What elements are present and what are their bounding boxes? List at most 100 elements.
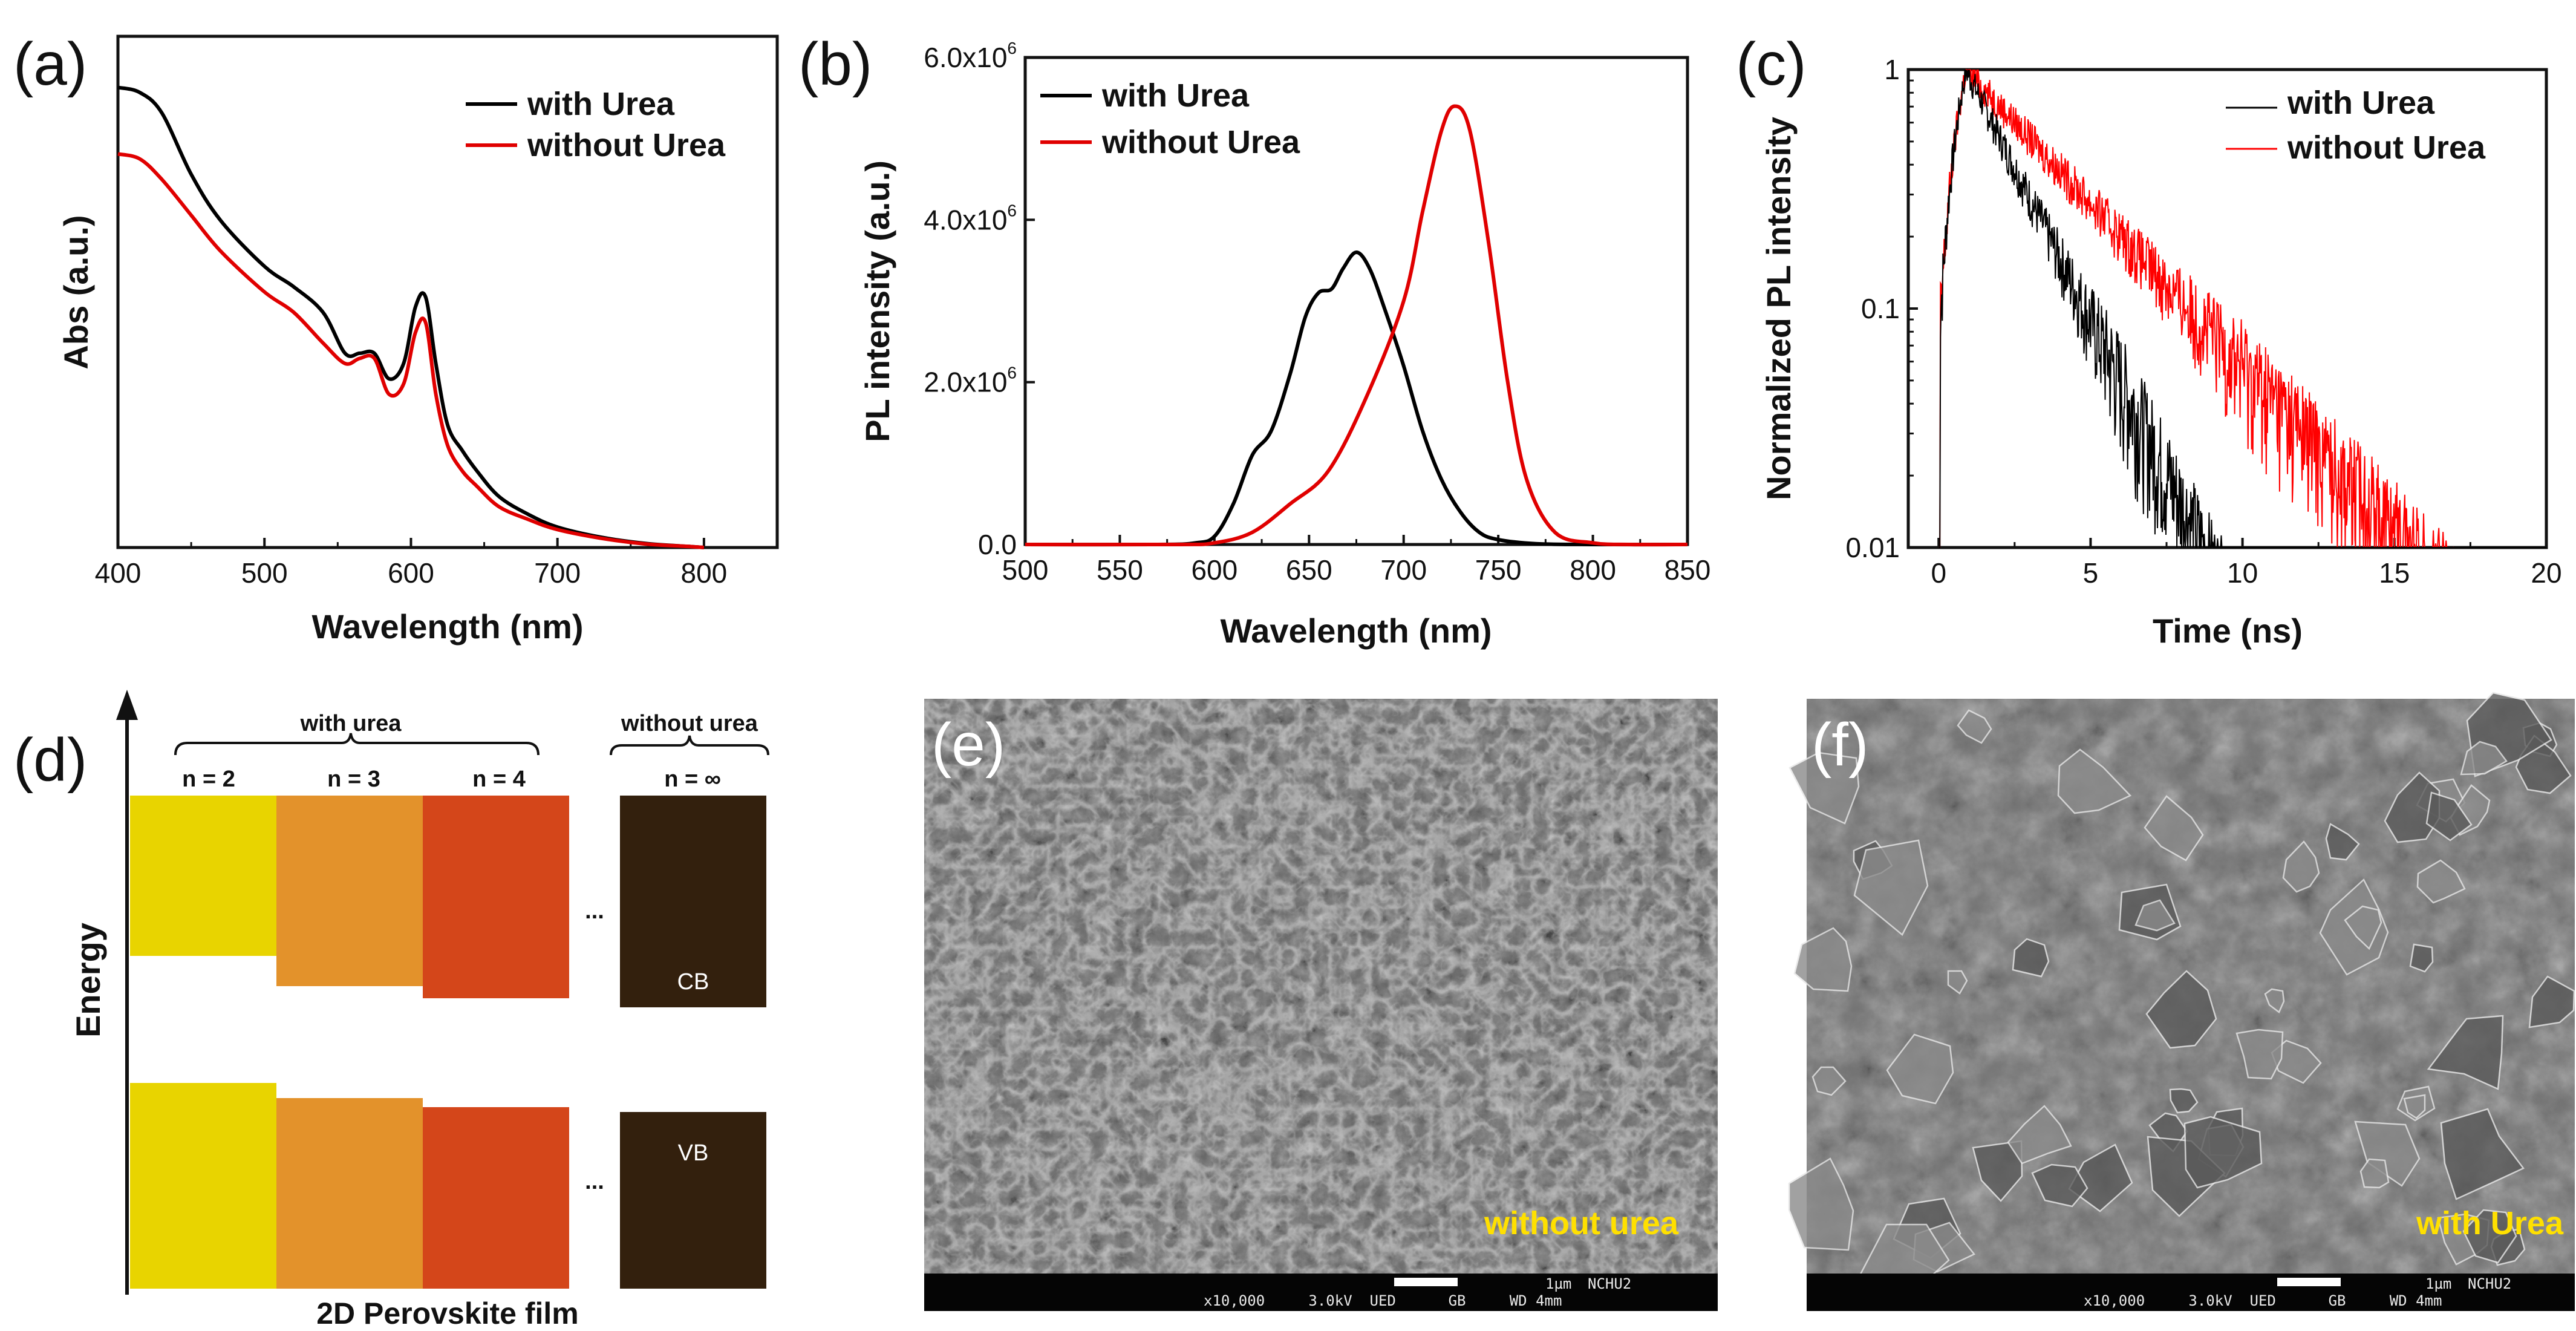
panel-f-sem-with-urea: (f) with Urea 1µm NCHU2 x10,000 3.0kV UE… <box>1788 692 2575 1311</box>
sem-flake <box>2528 975 2575 1028</box>
panel-e-sem-without-urea: (e) without urea 1µm NCHU2 x10,000 3.0kV… <box>924 699 1718 1311</box>
sem-flake <box>2282 840 2320 893</box>
x-tick-label: 500 <box>1002 554 1049 586</box>
cb-block-n2 <box>130 796 276 956</box>
y-tick-label: 4.0x106 <box>924 201 1017 235</box>
series-line-without-urea <box>1025 104 1688 547</box>
x-tick-label: 400 <box>95 557 142 589</box>
y-tick-label: 1 <box>1884 54 1900 85</box>
sem-flake <box>2403 1094 2426 1119</box>
vb-block-n2 <box>130 1083 276 1289</box>
legend-without-urea: without Urea <box>2287 129 2486 166</box>
panel-d-energy-diagram: (d) Energy with urea without urea n = 2 … <box>13 690 769 1330</box>
series-line-with-urea <box>1025 250 1688 547</box>
sem-e-databar <box>924 1274 1718 1311</box>
sem-f-databar <box>1807 1274 2575 1311</box>
cb-label: CB <box>677 969 709 995</box>
brace-with-urea <box>174 733 540 756</box>
sem-flake <box>2344 905 2382 950</box>
x-tick-label: 5 <box>2083 557 2099 589</box>
panel-c-trpl: (c) 0 5 10 15 20 0.01 0.1 1 Time (ns) Normaliz… <box>1736 30 2562 650</box>
sem-f-caption: with Urea <box>2416 1205 2564 1241</box>
vb-block-n3 <box>276 1098 423 1289</box>
panel-b-x-label: Wavelength (nm) <box>1220 612 1492 650</box>
sem-flake <box>2145 970 2217 1049</box>
vb-block-n4 <box>423 1107 569 1289</box>
sem-flake <box>2169 1088 2199 1114</box>
x-tick-label: 600 <box>1191 554 1237 586</box>
ninf-label: n = ∞ <box>664 767 721 792</box>
sem-flake <box>1788 1157 1854 1251</box>
series-line-with-urea <box>1939 69 2546 548</box>
legend-without-urea: without Urea <box>1101 124 1300 160</box>
sem-f-info: x10,000 3.0kV UED GB WD 4mm <box>2084 1292 2442 1309</box>
sem-flake <box>2354 1120 2421 1187</box>
x-tick-label: 700 <box>1380 554 1427 586</box>
sem-image-e-edges <box>924 699 1718 1274</box>
sem-f-instrument: NCHU2 <box>2468 1275 2511 1292</box>
y-tick-label: 0.01 <box>1845 532 1900 563</box>
cb-block-ninf <box>620 796 766 1007</box>
sem-f-scalebar <box>2277 1278 2341 1286</box>
sem-flake <box>2007 1105 2072 1165</box>
x-tick-label: 850 <box>1665 554 1711 586</box>
panel-a-x-ticks: 400 500 600 700 800 <box>95 538 728 589</box>
panel-b-y-ticks: 0.0 2.0x106 4.0x106 6.0x106 <box>924 39 1035 560</box>
panel-c-label: (c) <box>1736 30 1807 98</box>
panel-c-x-label: Time (ns) <box>2153 612 2303 650</box>
sem-flake <box>2425 791 2473 842</box>
panel-b-legend: with Urea without Urea <box>1040 77 1300 160</box>
sem-flake <box>2460 741 2508 776</box>
sem-flake <box>2031 1163 2089 1208</box>
legend-with-urea: with Urea <box>2287 85 2435 121</box>
x-tick-label: 20 <box>2531 557 2561 589</box>
y-tick-label: 2.0x106 <box>924 364 1017 398</box>
panel-c-y-ticks: 0.01 0.1 1 <box>1845 54 1918 563</box>
ellipsis-vb: ... <box>585 1169 604 1194</box>
x-tick-label: 600 <box>388 557 434 589</box>
sem-flake <box>2440 1108 2525 1200</box>
panel-a-x-label: Wavelength (nm) <box>311 607 583 646</box>
sem-f-scale-label: 1µm <box>2425 1275 2451 1292</box>
panel-c-legend: with Urea without Urea <box>2226 85 2486 166</box>
sem-e-scale-label: 1µm <box>1545 1275 1571 1292</box>
cb-block-n4 <box>423 796 569 998</box>
x-tick-label: 15 <box>2379 557 2410 589</box>
panel-a-frame <box>116 34 779 549</box>
sem-flake <box>2359 1158 2390 1189</box>
x-tick-label: 10 <box>2227 557 2258 589</box>
group-label-with-urea: with urea <box>300 711 402 736</box>
vb-label: VB <box>678 1140 709 1166</box>
sem-flake <box>2134 899 2176 932</box>
panel-e-label: (e) <box>931 711 1005 779</box>
x-tick-label: 800 <box>681 557 728 589</box>
x-tick-label: 550 <box>1097 554 1143 586</box>
x-tick-label: 750 <box>1475 554 1522 586</box>
sem-flake <box>1957 709 1992 744</box>
panel-a-y-label: Abs (a.u.) <box>57 215 95 369</box>
n2-label: n = 2 <box>182 767 235 792</box>
sem-flake <box>2144 795 2204 862</box>
sem-flake <box>2264 988 2285 1013</box>
panel-a-series <box>117 85 705 549</box>
panel-b-pl-spectra: (b) 500 550 600 650 700 750 800 850 0.0 2.0x106 4… <box>798 30 1710 650</box>
sem-flake <box>2057 748 2132 814</box>
panel-a-absorbance: (a) 400 500 600 700 800 Wavelength (nm) Abs … <box>13 30 779 646</box>
group-label-without-urea: without urea <box>621 711 758 736</box>
sem-flake <box>2462 1209 2517 1264</box>
x-tick-label: 800 <box>1570 554 1616 586</box>
x-tick-label: 500 <box>241 557 288 589</box>
y-tick-label: 0.1 <box>1861 293 1900 324</box>
series-line-without-urea <box>117 152 705 549</box>
panel-c-y-label: Normalized PL intensity <box>1759 117 1798 500</box>
x-tick-label: 650 <box>1286 554 1332 586</box>
panel-b-y-label: PL intensity (a.u.) <box>858 160 896 442</box>
brace-without-urea <box>610 735 769 756</box>
sem-flake <box>1947 970 1968 995</box>
n4-label: n = 4 <box>472 767 526 792</box>
sem-e-caption: without urea <box>1484 1205 1679 1241</box>
x-tick-label: 0 <box>1931 557 1946 589</box>
panel-a-legend: with Urea without Urea <box>466 86 726 163</box>
legend-without-urea: without Urea <box>527 127 726 163</box>
